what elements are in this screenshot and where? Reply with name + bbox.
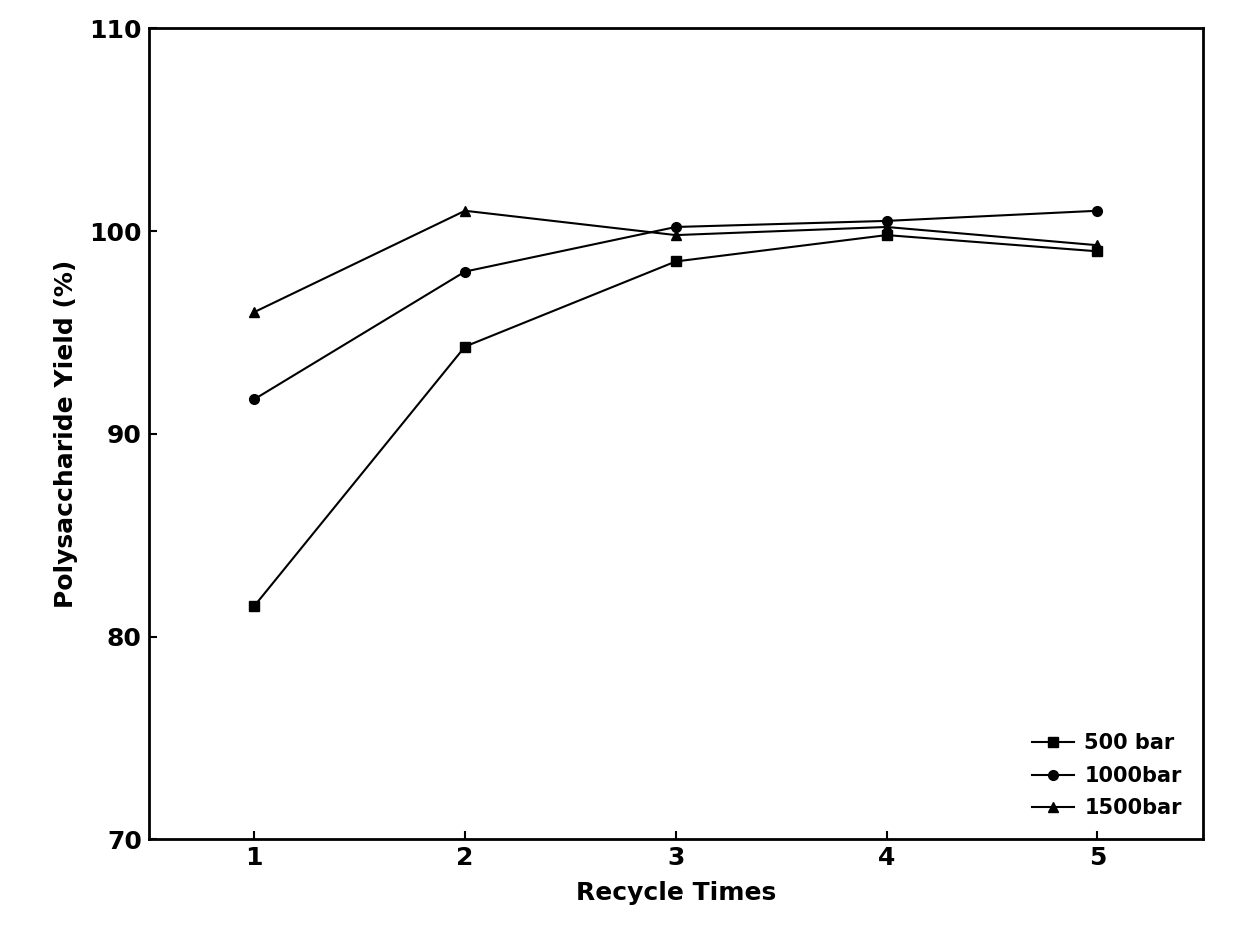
- 1000bar: [458, 266, 472, 277]
- 1000bar: [247, 393, 262, 405]
- 500 bar: [668, 256, 683, 267]
- 500 bar: [1090, 245, 1105, 256]
- Line: 500 bar: 500 bar: [249, 230, 1102, 611]
- 1500bar: [879, 222, 894, 233]
- 1000bar: [879, 215, 894, 226]
- 1500bar: [458, 205, 472, 216]
- 1000bar: [1090, 205, 1105, 216]
- Line: 1000bar: 1000bar: [249, 206, 1102, 405]
- X-axis label: Recycle Times: Recycle Times: [575, 882, 776, 905]
- 500 bar: [247, 601, 262, 612]
- 1000bar: [668, 222, 683, 233]
- Line: 1500bar: 1500bar: [249, 206, 1102, 317]
- 500 bar: [879, 229, 894, 240]
- Y-axis label: Polysaccharide Yield (%): Polysaccharide Yield (%): [55, 259, 78, 608]
- 1500bar: [668, 229, 683, 240]
- 1500bar: [247, 306, 262, 318]
- 500 bar: [458, 341, 472, 353]
- 1500bar: [1090, 240, 1105, 251]
- Legend: 500 bar, 1000bar, 1500bar: 500 bar, 1000bar, 1500bar: [1022, 723, 1193, 829]
